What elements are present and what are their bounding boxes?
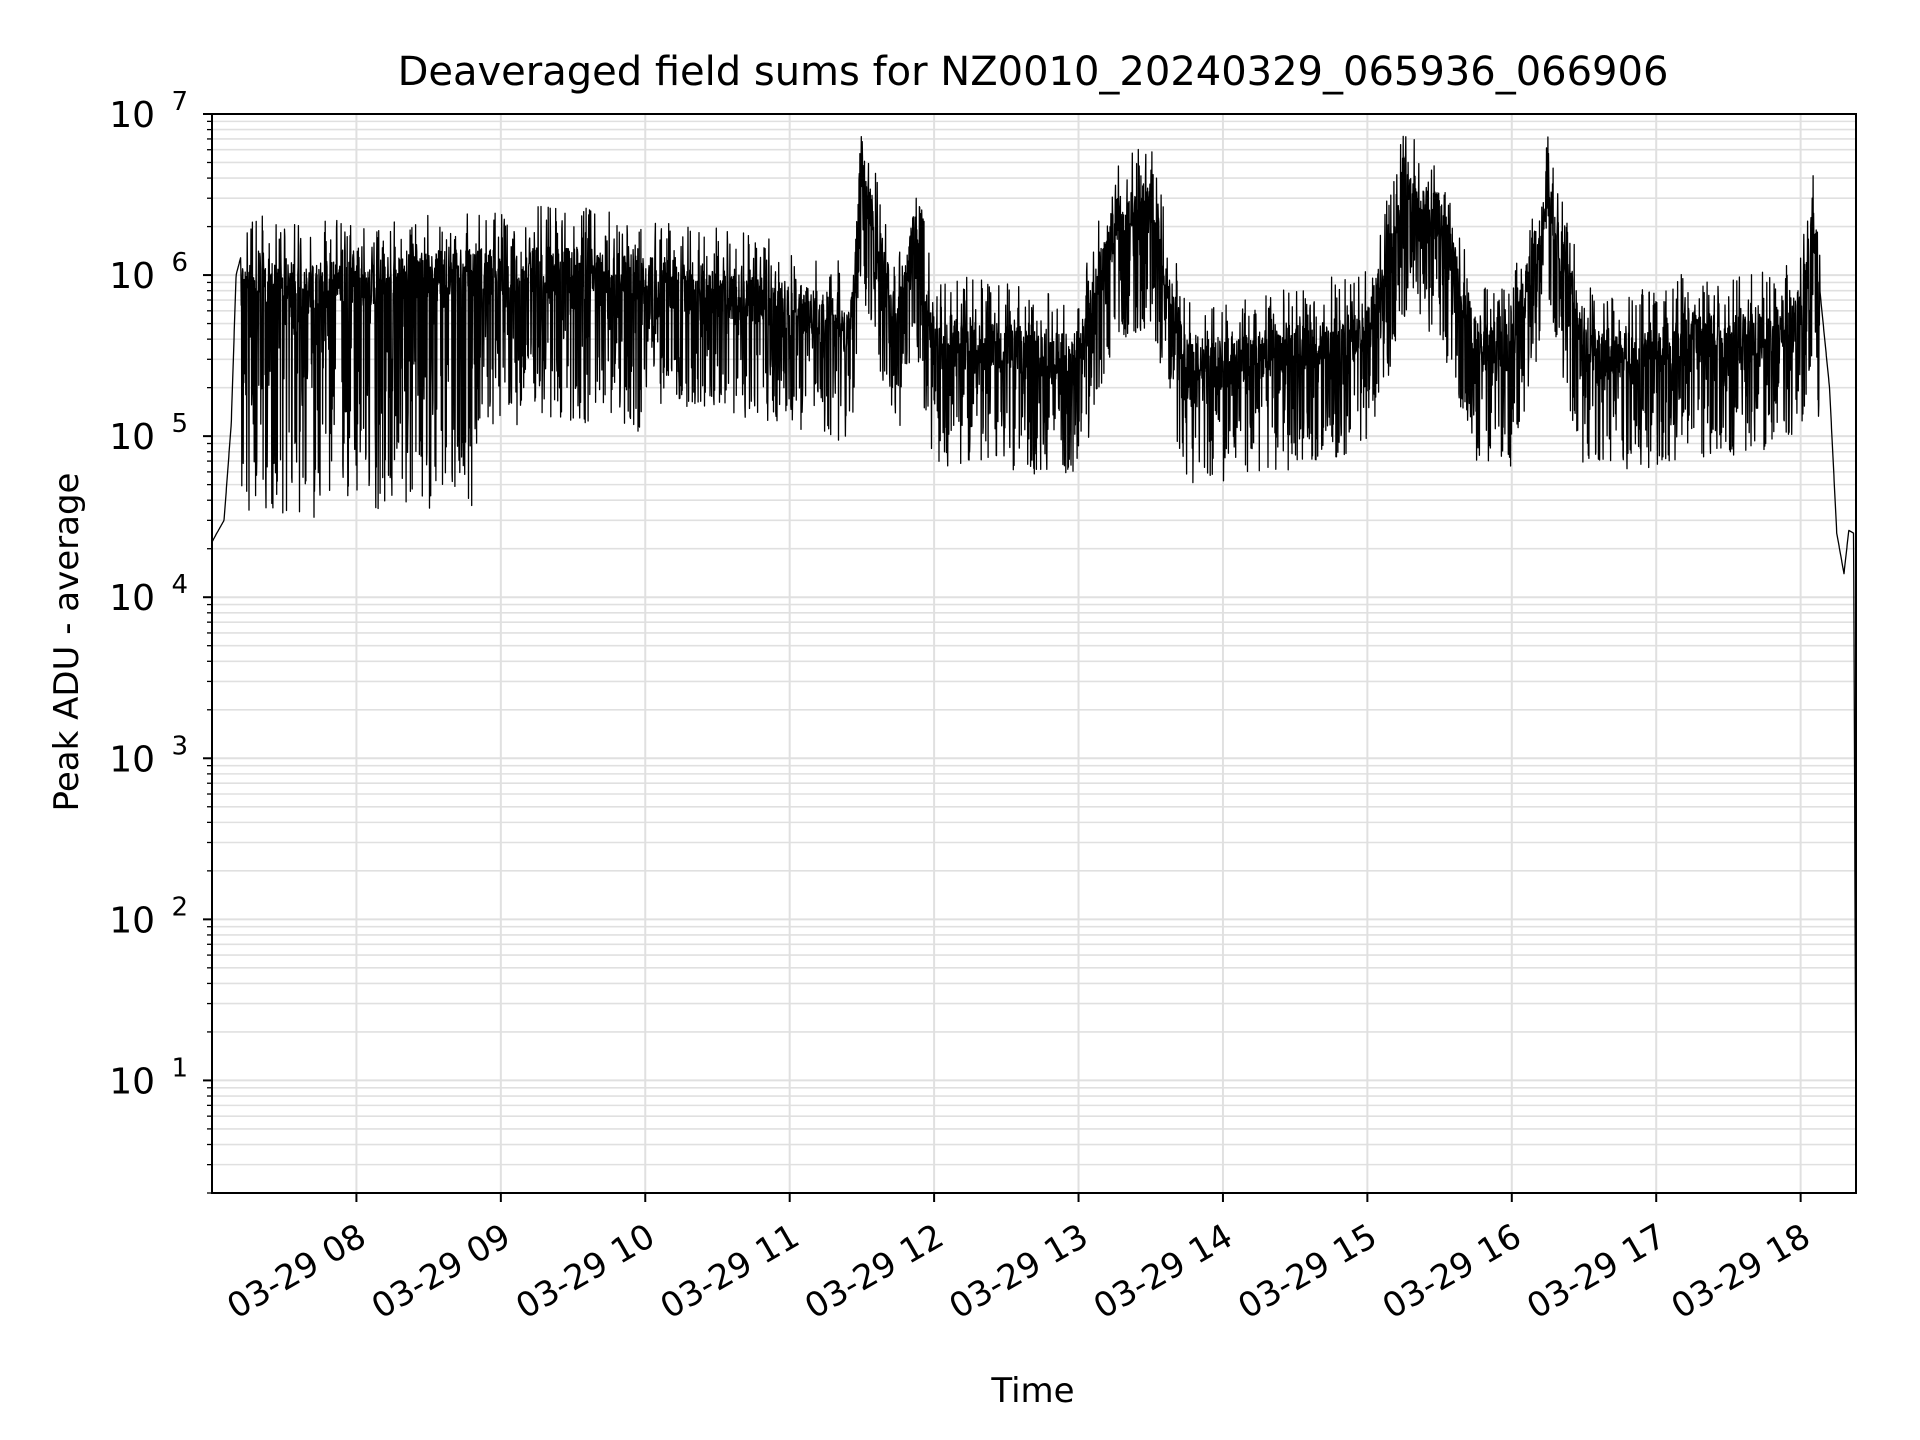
y-tick-exponent: 1	[171, 1053, 188, 1083]
y-tick-label: 10	[109, 417, 155, 458]
series-layer	[211, 135, 1857, 1096]
y-tick-exponent: 2	[171, 892, 188, 922]
y-tick-label: 10	[109, 256, 155, 297]
y-tick-exponent: 7	[171, 87, 188, 117]
series-line	[211, 135, 1857, 1096]
y-tick-label: 10	[109, 1061, 155, 1102]
y-tick-exponent: 6	[171, 248, 188, 278]
y-tick-exponent: 4	[171, 570, 188, 600]
plot-frame	[211, 113, 1857, 1194]
y-tick-label: 10	[109, 95, 155, 136]
x-axis-label: Time	[990, 1371, 1074, 1411]
chart-title: Deaveraged field sums for NZ0010_2024032…	[398, 49, 1669, 95]
y-tick-label: 10	[109, 578, 155, 619]
y-tick-label: 10	[109, 900, 155, 941]
y-tick-exponent: 3	[171, 731, 188, 761]
y-axis-label: Peak ADU - average	[47, 473, 87, 812]
y-tick-exponent: 5	[171, 409, 188, 439]
y-tick-label: 10	[109, 739, 155, 780]
